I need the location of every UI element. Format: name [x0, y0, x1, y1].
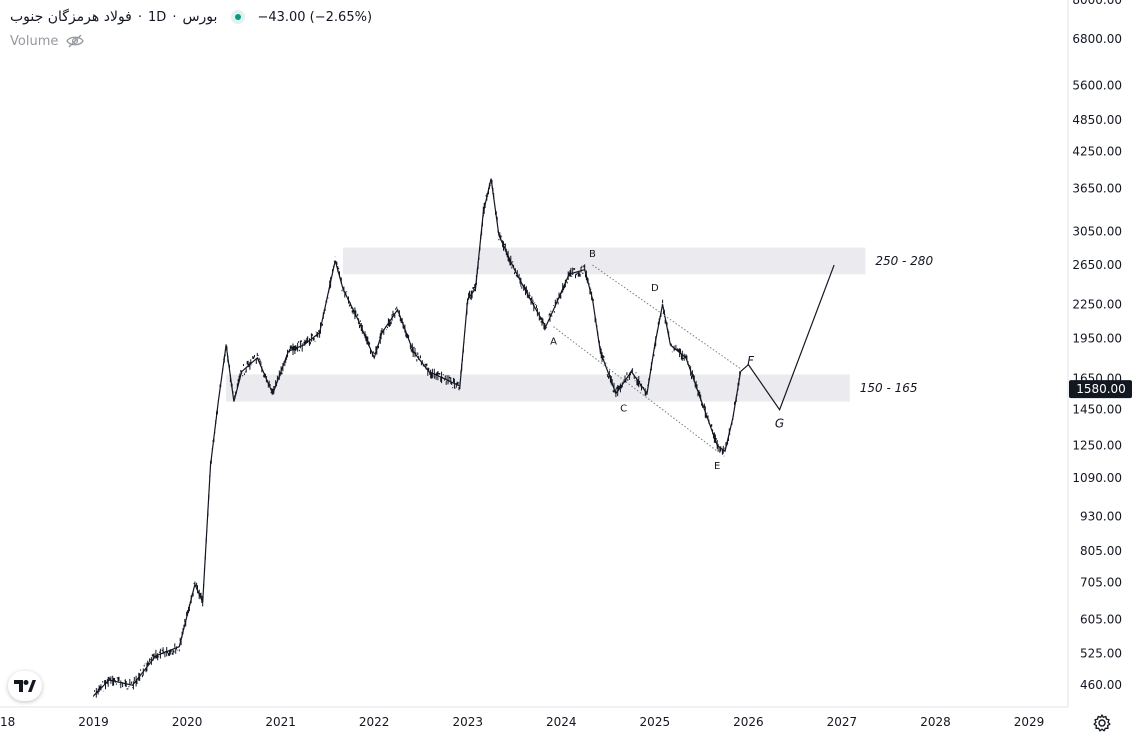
chart-legend: فولاد هرمزگان جنوب · 1D · بورس −43.00 (−… [10, 6, 372, 52]
y-tick-label: 525.00 [1080, 646, 1122, 660]
volume-label: Volume [10, 33, 59, 49]
overlay-layer: A B C D E F G [550, 249, 835, 472]
y-tick-label: 5600.00 [1072, 79, 1122, 93]
y-tick-label: 2650.00 [1072, 258, 1122, 272]
y-tick-label: 6800.00 [1072, 32, 1122, 46]
wave-label: F [747, 354, 755, 368]
gear-icon[interactable] [1092, 713, 1112, 733]
legend-volume-row[interactable]: Volume [10, 30, 372, 52]
price-axis[interactable] [1068, 0, 1134, 707]
legend-symbol-row[interactable]: فولاد هرمزگان جنوب · 1D · بورس −43.00 (−… [10, 6, 372, 28]
price-line [93, 178, 742, 697]
y-tick-label: 4250.00 [1072, 145, 1122, 159]
x-tick-label: 2023 [452, 715, 483, 729]
x-tick-label: 2022 [359, 715, 390, 729]
last-price-label: 1580.00 [1076, 382, 1126, 396]
legend-separator: · [137, 9, 143, 25]
y-tick-label: 605.00 [1080, 612, 1122, 626]
zone-rect [226, 374, 850, 402]
y-tick-label: 705.00 [1080, 576, 1122, 590]
x-tick-label: 2029 [1014, 715, 1045, 729]
y-tick-label: 805.00 [1080, 544, 1122, 558]
zone-label: 150 - 165 [860, 381, 918, 395]
time-axis[interactable] [0, 707, 1134, 735]
wave-label: C [620, 404, 627, 415]
y-tick-label: 930.00 [1080, 509, 1122, 523]
y-tick-label: 3650.00 [1072, 181, 1122, 195]
projection-path [740, 264, 835, 411]
y-tick-label: 460.00 [1080, 678, 1122, 692]
wave-label: B [589, 249, 596, 260]
x-tick-label: 2021 [265, 715, 296, 729]
wave-label: E [714, 461, 720, 472]
y-tick-label: 2250.00 [1072, 297, 1122, 311]
price-layer [93, 178, 742, 698]
zones-layer: 250 - 280 150 - 165 [226, 247, 933, 402]
y-tick-label: 1250.00 [1072, 438, 1122, 452]
zone-rect [343, 247, 866, 275]
wave-label: D [651, 283, 659, 294]
x-tick-label: 2025 [640, 715, 671, 729]
exchange-label: بورس [182, 9, 218, 25]
zone-label: 250 - 280 [875, 254, 933, 268]
x-tick-label: 2019 [78, 715, 109, 729]
y-tick-label: 3050.00 [1072, 224, 1122, 238]
eye-off-icon[interactable] [66, 34, 85, 48]
y-tick-label: 1950.00 [1072, 332, 1122, 346]
y-tick-label: 4850.00 [1072, 113, 1122, 127]
x-tick-label: 2026 [733, 715, 764, 729]
price-change: −43.00 (−2.65%) [257, 9, 373, 25]
x-tick-label: 2020 [172, 715, 203, 729]
interval-label[interactable]: 1D [148, 9, 167, 25]
x-tick-label: 2028 [920, 715, 951, 729]
x-tick-label: 2027 [827, 715, 858, 729]
x-tick-label: 2024 [546, 715, 577, 729]
y-tick-label: 1450.00 [1072, 403, 1122, 417]
channel-line [592, 264, 741, 370]
y-tick-label: 1090.00 [1072, 471, 1122, 485]
symbol-name[interactable]: فولاد هرمزگان جنوب [10, 9, 132, 25]
y-tick-label: 8000.00 [1072, 0, 1122, 7]
market-status-icon[interactable] [231, 10, 246, 24]
legend-separator: · [172, 9, 177, 25]
channel-line [553, 326, 718, 452]
tradingview-logo-icon[interactable] [8, 671, 42, 701]
wave-label: A [550, 337, 557, 348]
wave-label: G [775, 417, 784, 431]
last-price-tag[interactable] [1069, 380, 1132, 399]
x-tick-label: 2018 [0, 715, 15, 729]
